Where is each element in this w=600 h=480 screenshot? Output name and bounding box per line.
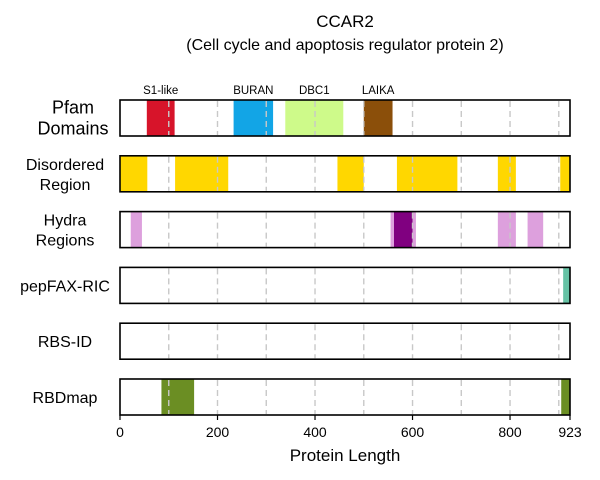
chart-subtitle: (Cell cycle and apoptosis regulator prot…	[186, 37, 504, 54]
segment-2-2	[393, 211, 413, 248]
track-frame-4	[119, 322, 571, 361]
segment-1-2	[337, 155, 364, 192]
track-5: RBDmap	[33, 378, 571, 416]
track-frame-0	[119, 99, 571, 137]
segment-0-0	[146, 100, 175, 136]
track-label-3-0: pepFAX-RIC	[20, 278, 110, 295]
track-frame-3	[119, 266, 571, 305]
segment-0-1	[233, 100, 274, 136]
chart-title: CCAR2	[316, 12, 374, 31]
segment-1-5	[560, 155, 570, 192]
segment-2-1	[390, 211, 394, 248]
segment-1-0	[120, 155, 148, 192]
track-label-4-0: RBS-ID	[38, 334, 92, 351]
domain-label-3: LAIKA	[362, 85, 395, 97]
track-label-0-1: Domains	[37, 119, 108, 139]
track-1: Disordered Region	[26, 155, 571, 194]
x-tick-label-5: 923	[558, 424, 582, 440]
segment-5-0	[161, 379, 195, 415]
track-frame-1	[119, 155, 571, 193]
track-label-1-0: Disordered	[26, 157, 104, 174]
track-frame-2	[119, 210, 571, 249]
segment-5-1	[561, 379, 570, 415]
domain-label-1: BURAN	[233, 85, 273, 97]
x-tick-label-0: 0	[116, 424, 124, 440]
track-2: Hydra Regions	[36, 210, 571, 250]
segment-2-3	[412, 211, 416, 248]
track-3: pepFAX-RIC	[20, 266, 571, 305]
domain-label-0: S1-like	[143, 85, 178, 97]
x-tick-label-2: 400	[303, 424, 327, 440]
track-label-0-0: Pfam	[52, 98, 94, 118]
segment-2-4	[497, 211, 516, 248]
segment-0-3	[363, 100, 393, 136]
segment-1-1	[175, 155, 229, 192]
track-label-2-1: Regions	[36, 233, 95, 250]
x-axis-label: Protein Length	[290, 446, 401, 465]
x-tick-label-1: 200	[206, 424, 230, 440]
segment-2-5	[527, 211, 544, 248]
x-tick-label-3: 600	[401, 424, 425, 440]
track-label-5-0: RBDmap	[33, 390, 98, 407]
x-axis: 0 200 400 600 800 923	[116, 415, 582, 440]
x-tick-label-4: 800	[498, 424, 522, 440]
track-frame-5	[119, 378, 571, 416]
segment-2-0	[130, 211, 142, 248]
domain-label-2: DBC1	[299, 85, 330, 97]
track-label-1-1: Region	[40, 177, 91, 194]
segment-3-0	[563, 267, 570, 304]
segment-1-4	[497, 155, 516, 192]
track-label-2-0: Hydra	[44, 213, 87, 230]
segment-1-3	[396, 155, 458, 192]
segment-0-2	[285, 100, 344, 136]
track-4: RBS-ID	[38, 322, 571, 361]
